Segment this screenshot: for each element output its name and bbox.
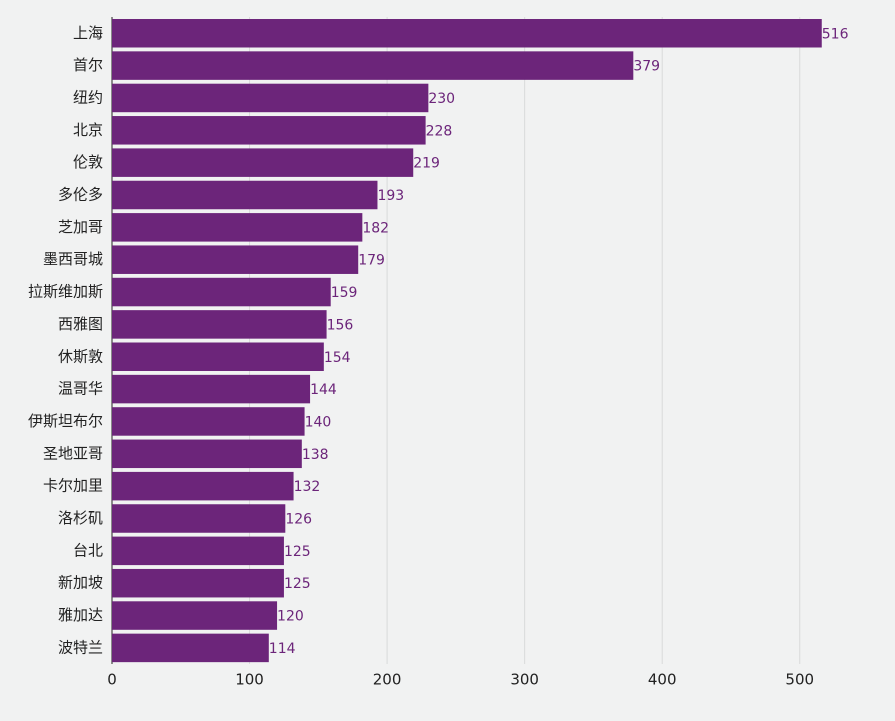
value-label: 182 bbox=[362, 220, 389, 236]
value-label: 193 bbox=[377, 188, 404, 204]
x-tick-label: 400 bbox=[648, 671, 677, 689]
bar bbox=[112, 633, 269, 663]
category-label: 北京 bbox=[73, 121, 103, 139]
value-label: 219 bbox=[413, 156, 440, 172]
x-tick-label: 500 bbox=[785, 671, 814, 689]
bar bbox=[112, 342, 324, 371]
category-label: 洛杉矶 bbox=[58, 509, 103, 527]
bar bbox=[112, 116, 426, 145]
value-label: 120 bbox=[277, 609, 304, 625]
bar bbox=[112, 310, 327, 339]
value-label: 379 bbox=[633, 59, 660, 75]
value-label: 179 bbox=[358, 253, 385, 269]
value-label: 114 bbox=[269, 641, 296, 657]
value-label: 230 bbox=[428, 91, 455, 107]
grid-lines bbox=[111, 17, 801, 664]
bar bbox=[112, 213, 363, 242]
value-label: 228 bbox=[426, 123, 453, 139]
bar bbox=[112, 407, 305, 436]
category-label: 首尔 bbox=[73, 56, 103, 74]
category-label: 休斯敦 bbox=[58, 347, 103, 365]
bar bbox=[112, 374, 311, 404]
category-label: 波特兰 bbox=[58, 638, 103, 656]
bar bbox=[112, 245, 359, 274]
value-label: 140 bbox=[305, 414, 332, 430]
category-label: 上海 bbox=[73, 24, 103, 42]
bar bbox=[112, 439, 302, 469]
x-tick-label: 200 bbox=[373, 671, 402, 689]
bar bbox=[112, 51, 634, 80]
bar bbox=[112, 83, 429, 113]
value-label: 126 bbox=[285, 512, 312, 528]
bar bbox=[112, 19, 822, 48]
value-label: 144 bbox=[310, 382, 337, 398]
category-label: 雅加达 bbox=[58, 606, 103, 624]
bar bbox=[112, 277, 331, 307]
category-label: 新加坡 bbox=[58, 574, 103, 592]
category-label: 多伦多 bbox=[58, 186, 103, 204]
value-label: 159 bbox=[331, 285, 358, 301]
bar bbox=[112, 148, 414, 177]
category-labels: 上海首尔纽约北京伦敦多伦多芝加哥墨西哥城拉斯维加斯西雅图休斯敦温哥华伊斯坦布尔圣… bbox=[28, 24, 103, 657]
category-label: 拉斯维加斯 bbox=[28, 283, 103, 301]
category-label: 西雅图 bbox=[58, 315, 103, 333]
x-tick-label: 0 bbox=[107, 671, 117, 689]
value-label: 125 bbox=[284, 576, 311, 592]
bar bbox=[112, 536, 284, 566]
category-label: 圣地亚哥 bbox=[43, 444, 103, 462]
bar bbox=[112, 568, 284, 598]
bar bbox=[112, 180, 378, 210]
value-label: 138 bbox=[302, 447, 329, 463]
category-label: 纽约 bbox=[73, 88, 103, 106]
category-label: 温哥华 bbox=[58, 380, 103, 398]
bars bbox=[112, 19, 822, 663]
category-label: 台北 bbox=[73, 541, 103, 559]
bar bbox=[112, 601, 278, 630]
x-axis-ticks: 0 100 200 300 400 500 bbox=[107, 671, 814, 689]
category-label: 芝加哥 bbox=[58, 218, 103, 236]
category-label: 墨西哥城 bbox=[43, 250, 103, 268]
x-tick-label: 100 bbox=[235, 671, 264, 689]
category-label: 伦敦 bbox=[73, 153, 103, 171]
category-label: 伊斯坦布尔 bbox=[28, 412, 103, 430]
value-label: 516 bbox=[822, 26, 849, 42]
bar bbox=[112, 471, 294, 501]
category-label: 卡尔加里 bbox=[43, 477, 103, 495]
value-label: 132 bbox=[294, 479, 321, 495]
x-tick-label: 300 bbox=[510, 671, 539, 689]
value-label: 154 bbox=[324, 350, 351, 366]
value-label: 156 bbox=[327, 317, 354, 333]
bar bbox=[112, 504, 286, 533]
value-label: 125 bbox=[284, 544, 311, 560]
